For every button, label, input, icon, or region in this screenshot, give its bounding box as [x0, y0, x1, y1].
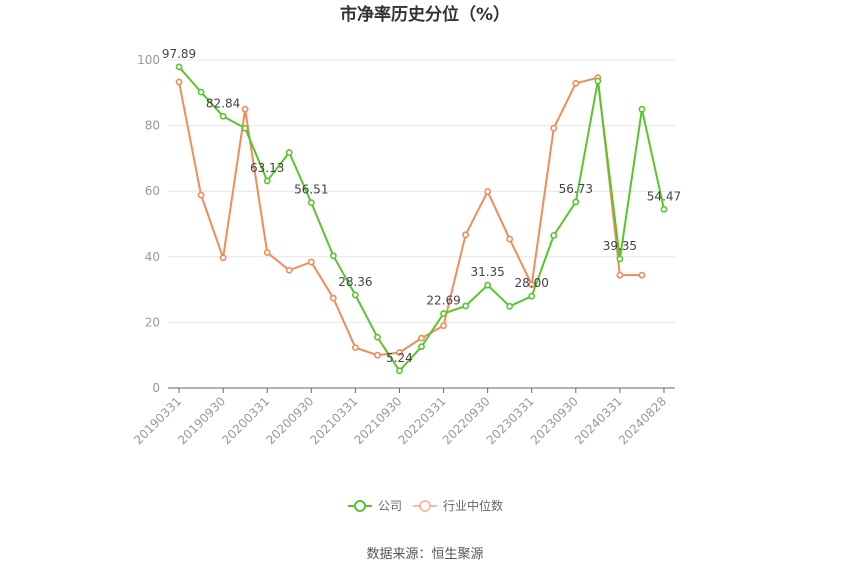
company-point — [219, 112, 227, 120]
company-point — [175, 63, 183, 71]
company-point — [197, 88, 205, 96]
industry-median-point — [241, 105, 249, 113]
legend-industry-label: 行业中位数 — [443, 498, 503, 513]
industry-median-point — [219, 254, 227, 262]
company-point — [396, 367, 403, 375]
industry-median-point — [528, 281, 536, 289]
y-tick-label: 100 — [137, 53, 160, 67]
company-data-label: 82.84 — [206, 96, 240, 110]
company-point — [263, 177, 271, 185]
industry-median-point — [197, 191, 205, 199]
y-tick-label: 80 — [145, 119, 160, 133]
industry-median-point — [440, 322, 447, 330]
legend-item-industry-median[interactable]: 行业中位数 — [413, 498, 503, 513]
company-data-label: 54.47 — [647, 189, 681, 203]
company-point — [241, 124, 249, 132]
industry-median-point — [484, 188, 492, 195]
company-point — [440, 310, 447, 317]
series-company — [175, 63, 668, 375]
company-point — [307, 199, 315, 207]
y-tick-label: 40 — [145, 250, 160, 264]
industry-median-point — [550, 124, 558, 132]
industry-median-point — [175, 78, 183, 86]
company-point — [660, 205, 668, 213]
company-data-label: 56.51 — [294, 183, 328, 197]
company-point — [374, 333, 381, 341]
industry-median-point — [616, 271, 624, 279]
series-industry-median — [175, 74, 646, 359]
series — [175, 63, 668, 375]
company-point — [572, 198, 580, 206]
industry-median-point — [506, 235, 514, 243]
grid — [168, 59, 675, 323]
company-data-label: 63.13 — [250, 161, 284, 175]
company-point — [616, 255, 624, 263]
company-point — [528, 292, 536, 300]
company-data-label: 22.69 — [426, 294, 460, 308]
legend-item-company[interactable]: 公司 — [348, 499, 402, 513]
data-source: 数据来源：恒生聚源 — [366, 547, 483, 562]
company-point — [418, 343, 425, 351]
industry-median-point — [638, 271, 646, 279]
company-data-label: 5.24 — [386, 351, 413, 365]
axes: 0204060801002019033120190930202003312020… — [131, 53, 675, 447]
legend-company-marker — [354, 500, 366, 512]
company-point — [594, 77, 602, 85]
company-data-label: 28.36 — [338, 275, 372, 289]
company-point — [550, 232, 558, 239]
industry-median-point — [285, 266, 293, 274]
industry-median-point — [462, 231, 469, 239]
legend-industry-marker — [419, 500, 431, 512]
company-data-label: 28.00 — [515, 276, 549, 290]
company-point — [329, 252, 337, 260]
data-labels: 97.89 82.84 63.13 56.51 28.36 5.24 22.69 31.35 2… — [162, 47, 681, 365]
industry-median-point — [572, 79, 580, 87]
chart-title: 市净率历史分位（%） — [340, 4, 510, 25]
industry-median-line — [178, 76, 642, 357]
company-point — [638, 105, 646, 113]
company-point — [462, 302, 469, 310]
industry-median-point — [396, 349, 403, 356]
company-data-label: 97.89 — [162, 47, 196, 61]
industry-median-point — [263, 249, 271, 256]
company-point — [484, 281, 492, 289]
company-line — [178, 66, 665, 372]
company-data-label: 56.73 — [559, 182, 593, 196]
industry-median-point — [351, 344, 359, 352]
company-point — [506, 302, 514, 310]
company-point — [351, 291, 359, 299]
y-tick-label: 20 — [145, 315, 160, 329]
legend-company-label: 公司 — [378, 499, 402, 513]
legend[interactable]: 公司 行业中位数 — [348, 498, 503, 513]
x-tick-label: 20240828 — [616, 394, 669, 447]
company-data-label: 39.35 — [603, 239, 637, 253]
company-point — [285, 149, 293, 156]
industry-median-point — [418, 334, 425, 342]
industry-median-point — [307, 258, 315, 266]
y-tick-label: 0 — [152, 381, 160, 395]
y-tick-label: 60 — [145, 184, 160, 198]
company-data-label: 31.35 — [470, 265, 504, 279]
industry-median-point — [329, 294, 337, 302]
industry-median-point — [374, 351, 381, 359]
